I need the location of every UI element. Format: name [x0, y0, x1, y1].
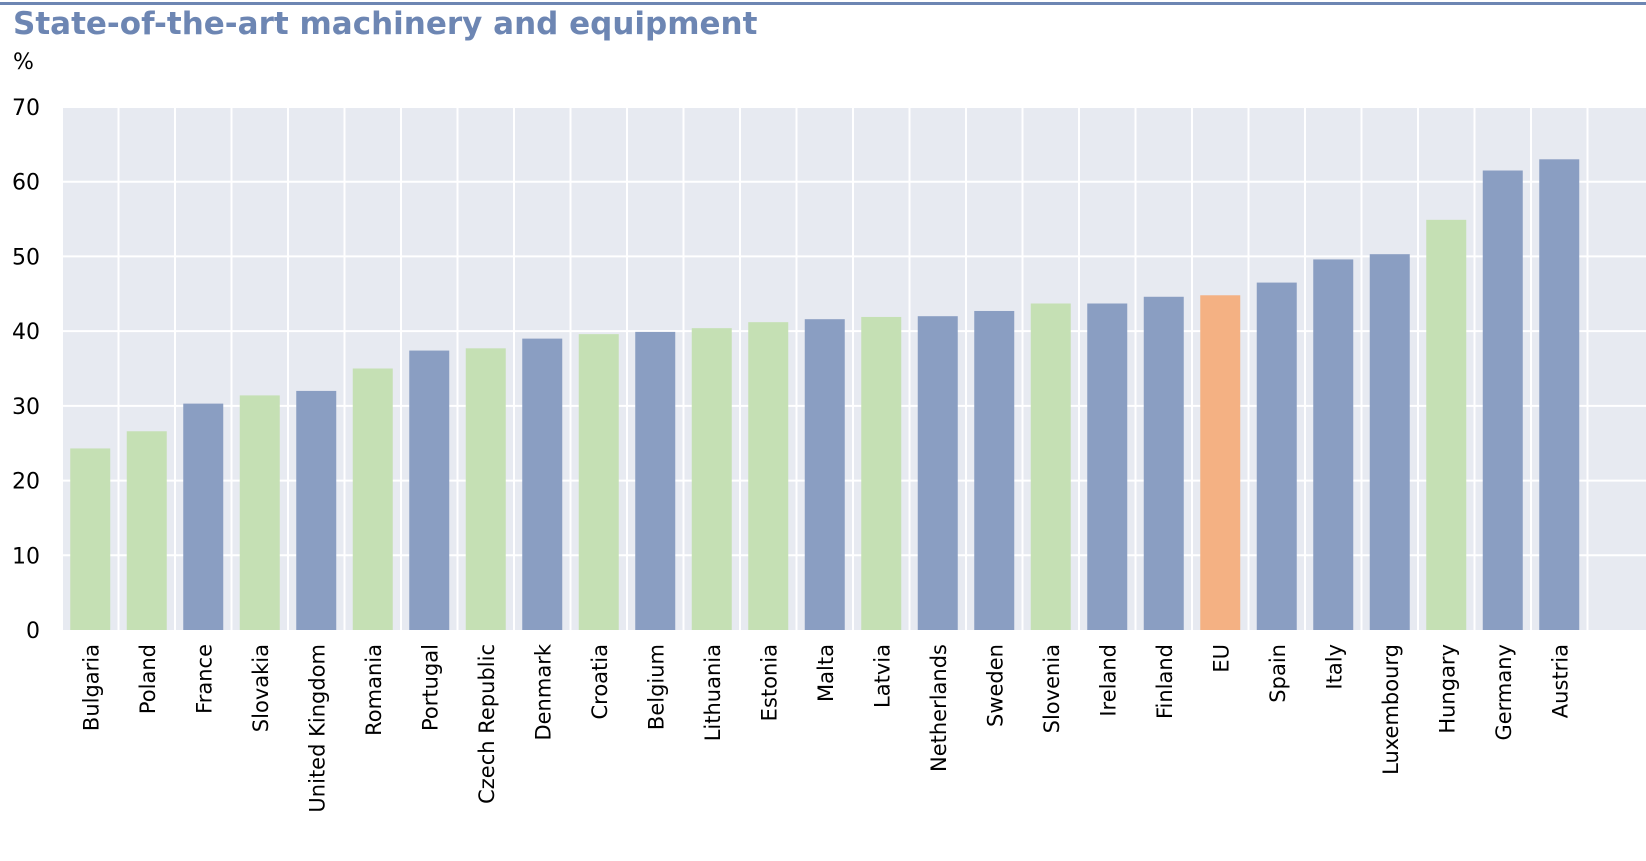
bar-eu — [1200, 295, 1241, 630]
x-tick-label-austria: Austria — [1548, 644, 1572, 718]
x-tick-label-eu: EU — [1209, 644, 1233, 673]
x-tick-label-netherlands: Netherlands — [927, 644, 951, 772]
bar-italy — [1313, 259, 1354, 630]
x-tick-label-czech-republic: Czech Republic — [475, 644, 499, 804]
bar-ireland — [1087, 303, 1128, 630]
x-tick-label-poland: Poland — [136, 644, 160, 714]
bar-spain — [1256, 282, 1297, 630]
y-tick-label: 10 — [12, 544, 40, 569]
bar-austria — [1539, 159, 1580, 631]
x-tick-label-denmark: Denmark — [531, 643, 555, 740]
title-rule — [0, 2, 1646, 5]
bars — [70, 159, 1580, 631]
bar-poland — [126, 431, 167, 630]
bar-hungary — [1426, 219, 1467, 630]
x-tick-label-slovakia: Slovakia — [249, 644, 273, 732]
bar-malta — [804, 319, 845, 630]
bar-czech-republic — [465, 348, 506, 630]
bar-estonia — [748, 322, 789, 630]
x-tick-label-finland: Finland — [1153, 644, 1177, 719]
y-tick-label: 40 — [12, 320, 40, 345]
bar-finland — [1143, 296, 1184, 630]
y-axis-unit-label: % — [13, 50, 34, 75]
bar-romania — [352, 368, 393, 630]
x-tick-label-germany: Germany — [1492, 644, 1516, 741]
x-tick-label-hungary: Hungary — [1435, 644, 1459, 734]
bar-slovenia — [1030, 303, 1071, 630]
y-tick-label: 0 — [26, 619, 40, 644]
y-tick-label: 20 — [12, 470, 40, 495]
bar-france — [183, 403, 224, 630]
bar-portugal — [409, 350, 450, 630]
y-tick-label: 70 — [12, 96, 40, 121]
y-tick-label: 60 — [12, 171, 40, 196]
bar-belgium — [635, 331, 676, 630]
bar-denmark — [522, 338, 563, 630]
x-tick-label-lithuania: Lithuania — [701, 644, 725, 741]
bar-netherlands — [917, 316, 958, 630]
bar-bulgaria — [70, 448, 111, 630]
chart-title: State-of-the-art machinery and equipment — [13, 6, 758, 42]
x-tick-label-estonia: Estonia — [757, 644, 781, 721]
x-tick-label-latvia: Latvia — [870, 644, 894, 708]
bar-slovakia — [239, 395, 280, 630]
y-tick-label: 50 — [12, 245, 40, 270]
x-tick-label-sweden: Sweden — [983, 644, 1007, 727]
x-tick-label-romania: Romania — [362, 644, 386, 736]
x-tick-label-slovenia: Slovenia — [1040, 644, 1064, 733]
bar-croatia — [578, 334, 619, 630]
x-tick-label-belgium: Belgium — [644, 644, 668, 730]
bar-united-kingdom — [296, 390, 337, 630]
y-tick-label: 30 — [12, 395, 40, 420]
x-axis-labels: Bulgaria Poland France Slovakia United Kingd… — [79, 643, 1572, 812]
x-tick-label-italy: Italy — [1322, 644, 1346, 690]
x-tick-label-croatia: Croatia — [588, 644, 612, 720]
bar-lithuania — [691, 328, 732, 630]
bar-sweden — [974, 310, 1015, 630]
x-tick-label-malta: Malta — [814, 644, 838, 702]
bar-germany — [1482, 170, 1523, 630]
bar-latvia — [861, 316, 902, 630]
x-tick-label-luxembourg: Luxembourg — [1379, 644, 1403, 775]
x-tick-label-bulgaria: Bulgaria — [79, 644, 103, 731]
x-tick-label-portugal: Portugal — [418, 644, 442, 731]
y-axis-ticks: 0 10 20 30 40 50 60 70 — [12, 96, 40, 644]
x-tick-label-united-kingdom: United Kingdom — [305, 644, 329, 813]
x-tick-label-france: France — [192, 644, 216, 714]
x-tick-label-ireland: Ireland — [1096, 644, 1120, 717]
x-tick-label-spain: Spain — [1266, 644, 1290, 703]
bar-luxembourg — [1369, 254, 1410, 631]
